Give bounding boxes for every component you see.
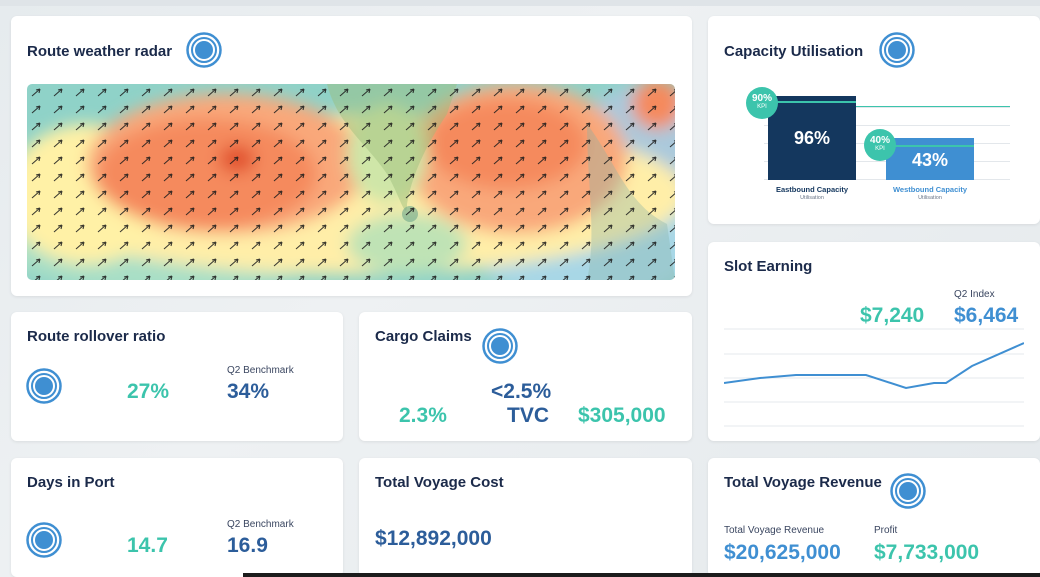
target-icon[interactable] (482, 328, 518, 364)
card-title: Total Voyage Cost (375, 474, 504, 491)
days-in-port-card: Days in Port 14.7 Q2 Benchmark 16.9 (11, 458, 343, 577)
eastbound-kpi-line (768, 101, 856, 103)
eastbound-value: 96% (793, 128, 831, 148)
rollover-value: 27% (127, 380, 170, 403)
cargo-claims-card: Cargo Claims 2.3% <2.5% TVC $305,000 (359, 312, 692, 441)
route-rollover-card: Route rollover ratio 27% Q2 Benchmark 34… (11, 312, 343, 441)
bottom-bar (243, 573, 1040, 577)
total-voyage-cost-card: Total Voyage Cost $12,892,000 (359, 458, 692, 577)
card-title: Slot Earning (724, 258, 813, 275)
days-value: 14.7 (127, 534, 168, 557)
claims-value: 2.3% (399, 404, 447, 427)
benchmark-label: Q2 Benchmark (227, 365, 294, 376)
slot-earning-card: Slot Earning Q2 Index $7,240 $6,464 (708, 242, 1040, 441)
top-bar (0, 0, 1040, 6)
benchmark-label: Q2 Benchmark (227, 519, 294, 530)
slot-earning-sparkline[interactable] (724, 322, 1024, 432)
card-title: Route rollover ratio (27, 328, 166, 345)
q2-index-label: Q2 Index (954, 289, 995, 300)
target-icon[interactable] (26, 522, 62, 558)
westbound-value: 43% (911, 150, 949, 170)
weather-map[interactable] (27, 84, 675, 280)
revenue-label: Total Voyage Revenue (724, 525, 825, 536)
card-title: Days in Port (27, 474, 115, 491)
westbound-label: Westbound Capacity (892, 185, 968, 194)
card-title: Total Voyage Revenue (724, 474, 882, 491)
eastbound-kpi-line (764, 106, 1010, 107)
target-icon[interactable] (26, 368, 62, 404)
eastbound-label: Eastbound Capacity (775, 185, 849, 194)
benchmark-value: 34% (227, 380, 270, 403)
total-voyage-revenue-card: Total Voyage Revenue Total Voyage Revenu… (708, 458, 1040, 577)
revenue-value: $20,625,000 (724, 541, 841, 564)
capacity-grid-line (764, 125, 1010, 126)
kpi-label: KPI (875, 146, 885, 152)
capacity-utilisation-card: Capacity Utilisation 96% 90% KPI Eastbou… (708, 16, 1040, 224)
claims-target-label: TVC (507, 404, 549, 427)
q2-index-value: $6,464 (954, 304, 1019, 327)
card-title: Capacity Utilisation (724, 43, 864, 60)
claims-amount: $305,000 (578, 404, 666, 427)
card-title: Cargo Claims (375, 328, 472, 345)
eastbound-kpi-badge: 90% KPI (746, 87, 778, 119)
westbound-kpi-line (886, 145, 974, 147)
benchmark-value: 16.9 (227, 534, 268, 557)
voyage-cost-value: $12,892,000 (375, 527, 492, 550)
route-weather-card: Route weather radar (11, 16, 692, 296)
target-icon[interactable] (186, 32, 222, 68)
claims-target-value: <2.5% (491, 380, 552, 403)
kpi-value: 90% (751, 93, 772, 104)
target-icon[interactable] (890, 473, 926, 509)
slot-earning-value: $7,240 (860, 304, 925, 327)
westbound-sublabel: Utilisation (918, 195, 942, 201)
westbound-kpi-badge: 40% KPI (864, 129, 896, 161)
profit-label: Profit (874, 525, 898, 536)
kpi-label: KPI (757, 104, 767, 110)
eastbound-sublabel: Utilisation (800, 195, 824, 201)
kpi-value: 40% (869, 135, 890, 146)
eastbound-bar[interactable] (768, 96, 856, 180)
profit-value: $7,733,000 (874, 541, 980, 564)
card-title: Route weather radar (27, 43, 173, 60)
target-icon[interactable] (879, 32, 915, 68)
capacity-grid-line (764, 107, 1010, 108)
